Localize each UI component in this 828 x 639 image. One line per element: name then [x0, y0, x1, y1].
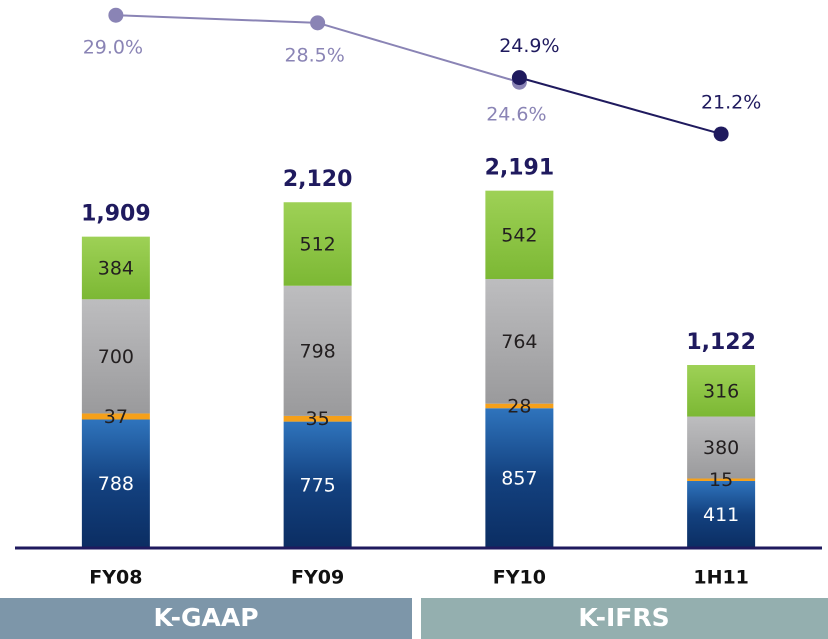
segment-label: 37 — [104, 406, 128, 428]
segment-label: 15 — [709, 469, 733, 491]
bar-segment — [283, 415, 352, 422]
segment-label: 411 — [703, 504, 739, 526]
segment-label: 28 — [507, 395, 531, 417]
x-tick-label: 1H11 — [693, 567, 749, 589]
bar-segment — [81, 236, 150, 300]
segment-label: 788 — [98, 473, 134, 495]
segment-label: 542 — [501, 224, 537, 246]
margin-label: 21.2% — [701, 91, 761, 113]
segment-label: 700 — [98, 346, 134, 368]
segment-label: 35 — [306, 408, 330, 430]
x-tick-label: FY10 — [493, 567, 546, 589]
segment-label: 798 — [299, 340, 335, 362]
group-box — [421, 598, 828, 639]
segment-label: 316 — [703, 380, 739, 402]
bar-segment — [283, 285, 352, 416]
segment-label: 512 — [299, 233, 335, 255]
group-label: K-GAAP — [153, 603, 258, 632]
bar-segment — [81, 419, 150, 548]
bar-segment — [81, 299, 150, 414]
margin-label: 24.6% — [486, 104, 546, 126]
segment-label: 775 — [299, 474, 335, 496]
margin-point — [108, 7, 124, 23]
bar-segment — [687, 480, 756, 548]
margin-point — [310, 15, 326, 31]
margin-label: 28.5% — [284, 44, 344, 66]
margin-label: 29.0% — [83, 37, 143, 59]
bar-segment — [687, 478, 756, 481]
bar-segment — [485, 279, 554, 404]
bar-segment — [485, 408, 554, 548]
total-label: 1,909 — [81, 202, 151, 227]
total-label: 1,122 — [686, 330, 756, 355]
margin-label: 24.9% — [499, 35, 559, 57]
segment-label: 857 — [501, 468, 537, 490]
segment-label: 764 — [501, 331, 537, 353]
bar-segment — [485, 403, 554, 409]
bar-segment — [687, 365, 756, 417]
bar-segment — [283, 421, 352, 548]
bar-segment — [283, 202, 352, 286]
x-tick-label: FY08 — [89, 567, 142, 589]
total-label: 2,191 — [485, 156, 555, 181]
bar-segment — [687, 416, 756, 479]
group-label: K-IFRS — [578, 603, 669, 632]
total-label: 2,120 — [283, 167, 353, 192]
x-tick-label: FY09 — [291, 567, 344, 589]
segment-label: 380 — [703, 437, 739, 459]
group-box — [0, 598, 412, 639]
margin-point — [511, 70, 527, 86]
bar-segment — [81, 413, 150, 420]
margin-line — [519, 76, 722, 135]
segment-label: 384 — [98, 257, 134, 279]
bar-segment — [485, 190, 554, 280]
margin-point — [713, 126, 729, 142]
